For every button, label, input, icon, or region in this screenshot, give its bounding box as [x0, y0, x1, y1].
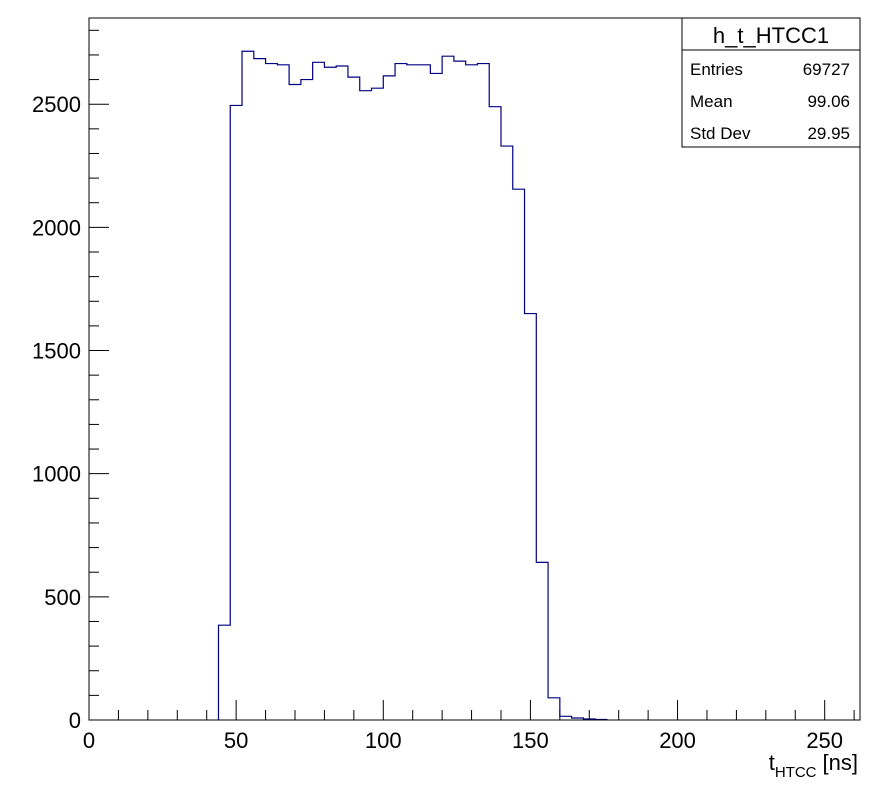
- y-tick-label: 500: [44, 585, 81, 610]
- stats-box-title: h_t_HTCC1: [713, 23, 829, 48]
- axis-ticks: [88, 29, 855, 721]
- x-tick-label: 0: [83, 728, 95, 753]
- stats-box-rows: Entries 69727 Mean 99.06 Std Dev 29.95: [690, 60, 850, 143]
- y-tick-label: 1000: [32, 462, 81, 487]
- stats-label: Entries: [690, 60, 743, 79]
- stats-value: 29.95: [807, 124, 850, 143]
- stats-box: h_t_HTCC1 Entries 69727 Mean 99.06 Std Dev 29…: [681, 17, 861, 148]
- y-tick-labels: 0 500 1000 1500 2000 2500: [32, 92, 81, 733]
- stats-box-frame: [681, 17, 861, 148]
- stats-label: Mean: [690, 92, 733, 111]
- y-tick-label: 2000: [32, 215, 81, 240]
- stats-value: 99.06: [807, 92, 850, 111]
- y-tick-label: 1500: [32, 339, 81, 364]
- x-tick-labels: 0 50 100 150 200 250: [83, 728, 843, 753]
- x-tick-label: 200: [659, 728, 696, 753]
- histogram-series-line: [217, 50, 608, 721]
- y-tick-label: 0: [69, 708, 81, 733]
- y-tick-label: 2500: [32, 92, 81, 117]
- x-tick-label: 50: [224, 728, 248, 753]
- x-axis-title: tHTCC [ns]: [769, 750, 858, 781]
- x-tick-label: 250: [806, 728, 843, 753]
- x-axis-title-unit: [ns]: [823, 750, 858, 775]
- plot-frame: [88, 17, 861, 721]
- x-axis-title-subscript: HTCC: [775, 764, 817, 781]
- stats-value: 69727: [803, 60, 850, 79]
- x-axis-title-main: t: [769, 750, 775, 775]
- x-tick-label: 100: [365, 728, 402, 753]
- stats-label: Std Dev: [690, 124, 751, 143]
- x-tick-label: 150: [512, 728, 549, 753]
